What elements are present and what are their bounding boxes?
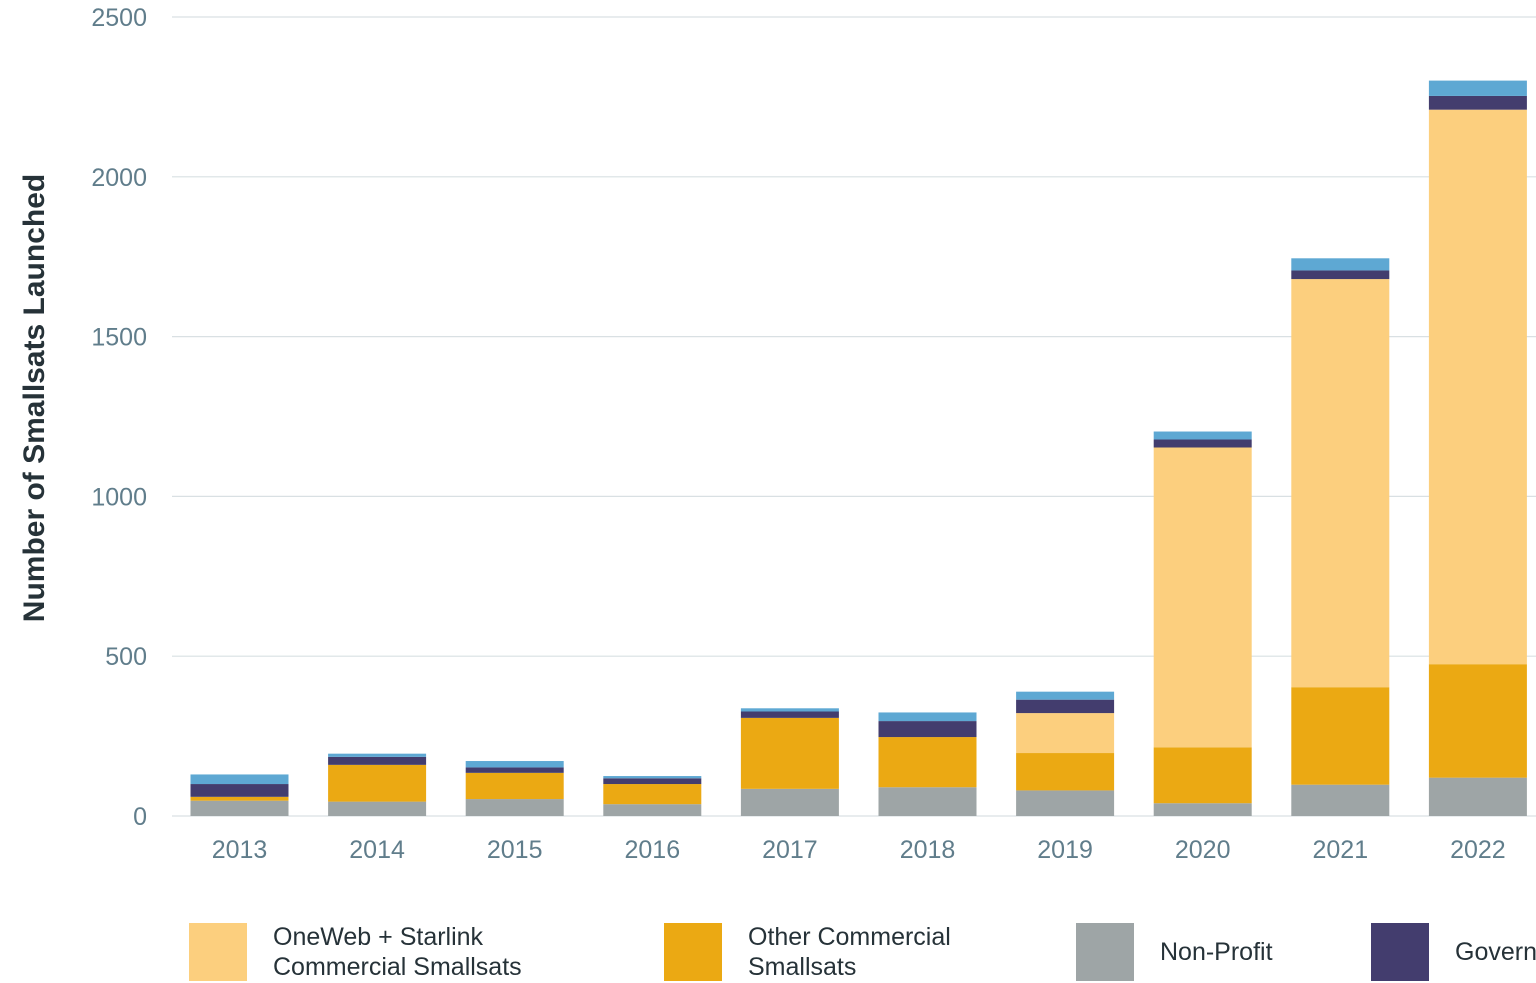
bar-segment bbox=[465, 799, 564, 816]
x-tick-label: 2022 bbox=[1450, 836, 1506, 864]
y-tick-label: 2500 bbox=[91, 4, 147, 32]
bar-segment bbox=[1016, 753, 1115, 791]
x-tick-label: 2014 bbox=[349, 836, 405, 864]
bar-segment bbox=[328, 756, 427, 765]
y-axis-title: Number of Smallsats Launched bbox=[18, 174, 51, 622]
bar-segment bbox=[1428, 109, 1527, 665]
bar-segment bbox=[1291, 784, 1390, 816]
bar-segment bbox=[603, 784, 702, 805]
bar-segment bbox=[878, 712, 977, 722]
bar-segment bbox=[190, 796, 289, 801]
y-tick-label: 1500 bbox=[91, 324, 147, 352]
bars bbox=[190, 80, 1527, 816]
bar-segment bbox=[1153, 747, 1252, 804]
bar-segment bbox=[740, 788, 839, 816]
bar-segment bbox=[1153, 447, 1252, 748]
bar-segment bbox=[1153, 803, 1252, 816]
bar-segment bbox=[465, 772, 564, 800]
bar-segment bbox=[1153, 431, 1252, 440]
bar-segment bbox=[328, 801, 427, 816]
y-tick-label: 2000 bbox=[91, 164, 147, 192]
bar-segment bbox=[603, 804, 702, 816]
bar-segment bbox=[1428, 95, 1527, 110]
bar-segment bbox=[878, 721, 977, 738]
bar-segment bbox=[603, 776, 702, 779]
bar-segment bbox=[1016, 713, 1115, 754]
bar-segment bbox=[1291, 279, 1390, 688]
bar-segment bbox=[465, 761, 564, 768]
x-tick-label: 2016 bbox=[624, 836, 680, 864]
bar-segment bbox=[190, 774, 289, 785]
bar-segment bbox=[328, 764, 427, 802]
x-tick-label: 2020 bbox=[1175, 836, 1231, 864]
bar-segment bbox=[190, 784, 289, 797]
bar-segment bbox=[1291, 258, 1390, 271]
bar-segment bbox=[190, 800, 289, 816]
y-tick-label: 0 bbox=[133, 803, 147, 831]
bar-segment bbox=[603, 778, 702, 785]
bar-segment bbox=[740, 711, 839, 718]
bar-segment bbox=[1428, 80, 1527, 96]
bar-segment bbox=[740, 708, 839, 712]
bar-segment bbox=[1291, 687, 1390, 785]
y-tick-label: 1000 bbox=[91, 483, 147, 511]
x-tick-label: 2018 bbox=[900, 836, 956, 864]
y-tick-label: 500 bbox=[105, 643, 147, 671]
bar-segment bbox=[1428, 664, 1527, 778]
x-tick-label: 2017 bbox=[762, 836, 818, 864]
bar-segment bbox=[1016, 691, 1115, 700]
y-tick-labels: 0 500 1000 1500 2000 2500 bbox=[91, 4, 147, 831]
bar-segment bbox=[740, 717, 839, 789]
x-tick-label: 2015 bbox=[487, 836, 543, 864]
bar-segment bbox=[878, 787, 977, 816]
bar-segment bbox=[1153, 439, 1252, 448]
x-tick-label: 2013 bbox=[212, 836, 268, 864]
bar-segment bbox=[1016, 699, 1115, 714]
bar-segment bbox=[465, 767, 564, 773]
x-tick-labels: 2013 2014 2015 2016 2017 2018 2019 2020 2021 2022 bbox=[212, 836, 1506, 864]
bar-segment bbox=[328, 753, 427, 757]
bar-segment bbox=[878, 737, 977, 788]
x-tick-label: 2019 bbox=[1037, 836, 1093, 864]
bar-segment bbox=[1016, 790, 1115, 816]
x-tick-label: 2021 bbox=[1312, 836, 1368, 864]
bar-segment bbox=[1428, 777, 1527, 816]
bar-segment bbox=[1291, 270, 1390, 280]
